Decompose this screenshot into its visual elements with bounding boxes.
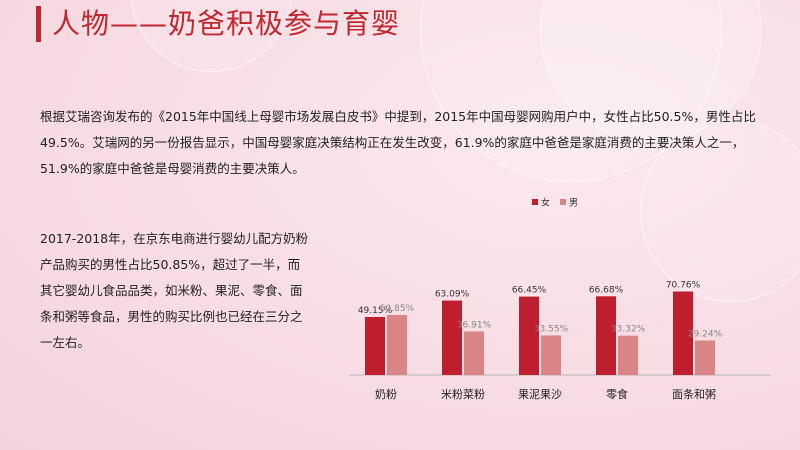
title-accent-bar	[36, 6, 41, 42]
data-label-1-1: 36.91%	[457, 320, 492, 330]
legend-swatch-0	[532, 199, 538, 205]
legend-label-1: 男	[569, 198, 578, 209]
data-label-1-0: 50.85%	[380, 304, 415, 314]
category-label-0: 奶粉	[375, 387, 397, 401]
data-label-0-4: 70.76%	[666, 281, 701, 291]
category-label-3: 零食	[606, 387, 628, 401]
bar-1-4	[695, 340, 715, 375]
category-label-1: 米粉菜粉	[441, 388, 485, 401]
jd-paragraph: 2017-2018年，在京东电商进行婴幼儿配方奶粉产品购买的男性占比50.85%…	[40, 231, 309, 350]
bar-1-3	[618, 335, 638, 375]
data-label-0-1: 63.09%	[435, 290, 470, 300]
data-label-0-3: 66.68%	[589, 285, 624, 295]
background-circle	[640, 120, 800, 302]
data-label-1-2: 33.55%	[534, 324, 569, 334]
intro-paragraph: 根据艾瑞咨询发布的《2015年中国线上母婴市场发展白皮书》中提到，2015年中国…	[40, 109, 756, 176]
data-label-1-4: 29.24%	[688, 329, 723, 339]
legend-swatch-1	[560, 199, 566, 205]
bar-0-4	[673, 291, 693, 375]
gender-purchase-bar-chart: 女 男 49.15%50.85% 奶粉 63.09% 36.91% 米粉菜粉 66.45% 33…	[350, 197, 770, 401]
data-label-0-0: 49.15%	[358, 306, 393, 316]
bar-1-1	[464, 331, 484, 375]
bar-1-2	[541, 335, 561, 375]
bar-0-3	[596, 296, 616, 375]
category-label-2: 果泥果沙	[518, 388, 562, 401]
data-label-0-2: 66.45%	[512, 286, 547, 296]
bar-0-1	[442, 300, 462, 375]
bar-1-0	[387, 314, 407, 375]
legend-label-0: 女	[541, 197, 550, 209]
bar-0-2	[519, 296, 539, 375]
category-label-4: 面条和粥	[672, 387, 716, 401]
page-title: 人物——奶爸积极参与育婴	[52, 7, 401, 40]
data-label-1-3: 33.32%	[611, 325, 646, 335]
bar-0-0	[365, 317, 385, 375]
